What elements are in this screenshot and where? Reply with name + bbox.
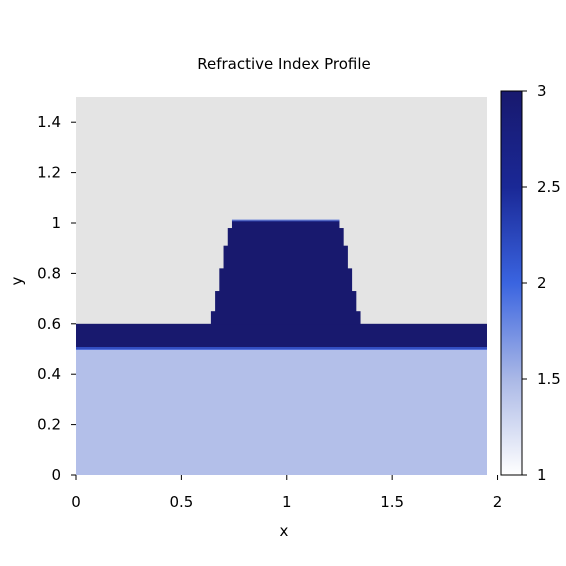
colorbar-tick-label: 1 xyxy=(537,466,547,484)
x-tick-label: 0.5 xyxy=(169,493,193,511)
x-tick-label: 0 xyxy=(71,493,81,511)
x-axis: 0 0.5 1 1.5 2 xyxy=(71,475,502,511)
heatmap-plot-area xyxy=(76,97,487,475)
y-tick-label: 1 xyxy=(51,214,61,232)
ridge-step-2 xyxy=(219,268,353,292)
x-tick-label: 1 xyxy=(282,493,292,511)
y-tick-label: 0 xyxy=(51,466,61,484)
colorbar: 1 1.5 2 2.5 3 xyxy=(500,82,561,484)
chart-title: Refractive Index Profile xyxy=(197,55,371,73)
ridge-step-3 xyxy=(223,245,348,269)
slab-interface-edge xyxy=(76,347,487,350)
region-substrate xyxy=(76,349,487,475)
y-tick-label: 0.8 xyxy=(37,264,61,282)
colorbar-tick-label: 1.5 xyxy=(537,370,561,388)
colorbar-tick-label: 2 xyxy=(537,274,547,292)
colorbar-tick-label: 3 xyxy=(537,82,547,100)
x-tick-label: 1.5 xyxy=(380,493,404,511)
ridge-step-0 xyxy=(210,311,361,325)
ridge-top-edge xyxy=(231,219,340,222)
ridge-step-1 xyxy=(215,291,357,312)
region-slab xyxy=(76,323,487,349)
colorbar-tick-label: 2.5 xyxy=(537,178,561,196)
y-tick-label: 0.4 xyxy=(37,365,61,383)
y-axis-label: y xyxy=(8,276,26,285)
ridge-step-5 xyxy=(231,220,340,229)
colorbar-gradient xyxy=(500,90,523,476)
y-axis: 0 0.2 0.4 0.6 0.8 1 1.2 1.4 xyxy=(37,113,76,484)
y-tick-label: 0.6 xyxy=(37,315,61,333)
x-axis-label: x xyxy=(280,522,289,540)
y-tick-label: 1.4 xyxy=(37,113,61,131)
x-tick-label: 2 xyxy=(493,493,503,511)
y-tick-label: 0.2 xyxy=(37,416,61,434)
ridge-step-4 xyxy=(227,228,344,247)
y-tick-label: 1.2 xyxy=(37,164,61,182)
